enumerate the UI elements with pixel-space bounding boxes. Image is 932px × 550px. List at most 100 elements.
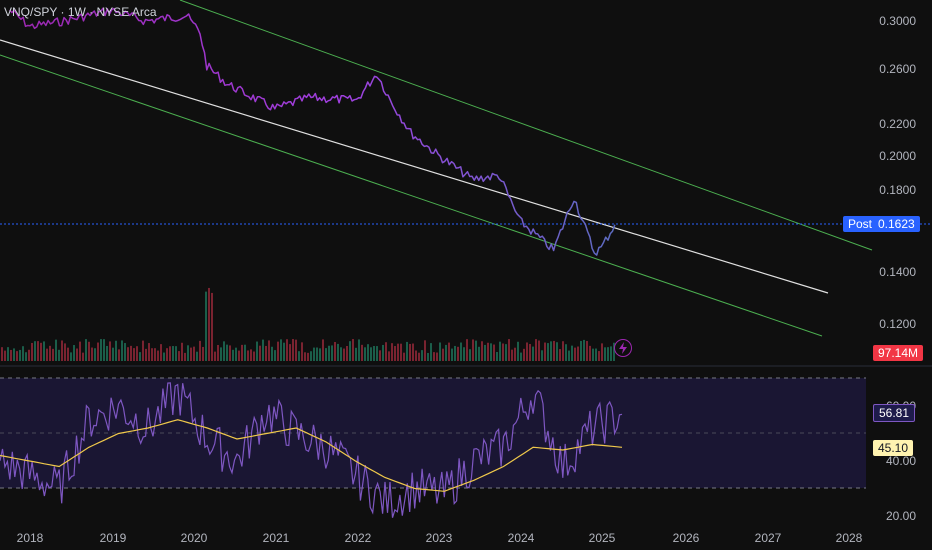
volume-bar (556, 342, 558, 361)
volume-bar (598, 351, 600, 361)
volume-bar (433, 352, 435, 361)
volume-bar (472, 339, 474, 361)
volume-bar (349, 341, 351, 361)
volume-bar (328, 345, 330, 361)
volume-bar (574, 347, 576, 361)
volume-bar (469, 349, 471, 361)
volume-bar (481, 341, 483, 361)
volume-bar (370, 347, 372, 361)
volume-bar (394, 346, 396, 361)
volume-bar (589, 345, 591, 361)
volume-bar (70, 352, 72, 361)
volume-bar (262, 339, 264, 361)
volume-bar (376, 346, 378, 361)
price-line (9, 7, 616, 256)
volume-bar (274, 350, 276, 361)
lightning-icon[interactable] (614, 339, 632, 357)
volume-bar (280, 339, 282, 361)
volume-bar (526, 342, 528, 361)
volume-bar (532, 346, 534, 361)
volume-bar (361, 344, 363, 361)
volume-bar (25, 352, 27, 361)
time-axis-label: 2027 (754, 531, 782, 545)
volume-bar (145, 348, 147, 361)
volume-bar (187, 345, 189, 361)
volume-bar (193, 346, 195, 361)
volume-bar (367, 344, 369, 361)
volume-bar (13, 348, 15, 361)
volume-bar (436, 352, 438, 361)
rsi-ma-value-tag: 45.10 (873, 440, 914, 456)
volume-bar (109, 341, 111, 361)
volume-bar (496, 352, 498, 361)
volume-bar (484, 344, 486, 361)
post-price-tag: 0.1623 (873, 216, 920, 232)
symbol-header[interactable]: VNQ/SPY · 1W · NYSE Arca (4, 5, 157, 19)
volume-bar (583, 339, 585, 361)
rsi-axis-label: 40.00 (885, 454, 916, 468)
rsi-axis-label: 20.00 (885, 509, 916, 523)
volume-bar (418, 352, 420, 361)
volume-bar (94, 348, 96, 361)
volume-bar (100, 339, 102, 361)
volume-bar (358, 339, 360, 361)
volume-bar (601, 343, 603, 361)
volume-bar (247, 350, 249, 361)
volume-bar (16, 351, 18, 361)
volume-bar (541, 350, 543, 361)
volume-bar (319, 348, 321, 361)
volume-bar (586, 340, 588, 361)
volume-bar (256, 341, 258, 361)
volume-bar (499, 341, 501, 361)
volume-bar (214, 351, 216, 361)
price-axis-label: 0.2000 (879, 149, 916, 163)
volume-bar (364, 347, 366, 361)
volume-bar (475, 340, 477, 361)
volume-bar (199, 340, 201, 361)
volume-bar (28, 349, 30, 361)
volume-bar (250, 349, 252, 361)
volume-bar (502, 343, 504, 361)
volume-bar (337, 343, 339, 361)
volume-bar (118, 349, 120, 361)
volume-bar (478, 346, 480, 361)
volume-bar (403, 352, 405, 361)
volume-bar (139, 352, 141, 361)
volume-bar (307, 352, 309, 361)
volume-bar (208, 287, 210, 361)
volume-bar (121, 340, 123, 361)
volume-bar (55, 339, 57, 361)
time-axis-label: 2018 (16, 531, 44, 545)
volume-bar (97, 342, 99, 361)
volume-bar (229, 345, 231, 361)
volume-bar (316, 347, 318, 361)
volume-bar (202, 346, 204, 361)
volume-bar (559, 349, 561, 361)
volume-bar (340, 347, 342, 361)
volume-bar (241, 344, 243, 361)
volume-bar (169, 346, 171, 361)
volume-bar (352, 339, 354, 361)
volume-bar (172, 346, 174, 361)
volume-bar (424, 340, 426, 361)
volume-bar (49, 345, 51, 361)
volume-bar (427, 352, 429, 361)
rsi-line (0, 382, 623, 518)
volume-bar (334, 341, 336, 361)
volume-bar (397, 343, 399, 361)
volume-bar (568, 350, 570, 361)
price-axis-label: 0.1200 (879, 317, 916, 331)
volume-bar (88, 341, 90, 361)
volume-bar (592, 348, 594, 361)
volume-value-tag: 97.14M (873, 345, 924, 361)
volume-bar (457, 346, 459, 361)
volume-bar (289, 344, 291, 361)
volume-bar (148, 343, 150, 361)
volume-bar (400, 343, 402, 361)
volume-bar (136, 346, 138, 361)
volume-bar (91, 347, 93, 361)
volume-bar (196, 351, 198, 361)
volume-bar (607, 347, 609, 361)
volume-bar (190, 347, 192, 361)
